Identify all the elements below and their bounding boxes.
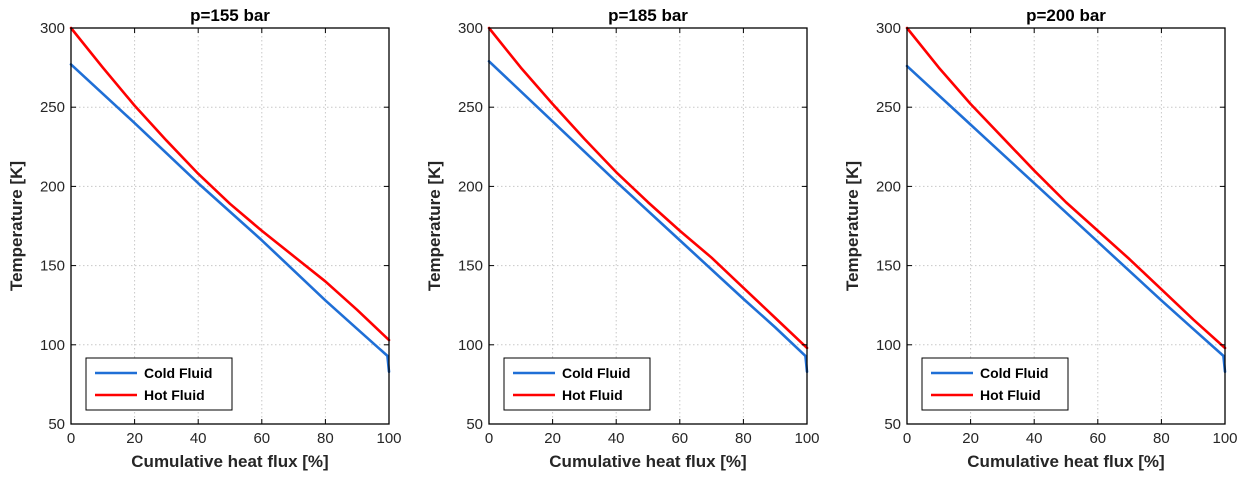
y-tick-label: 250 — [876, 99, 901, 116]
legend-entry-label: Cold Fluid — [144, 365, 212, 381]
x-tick-label: 80 — [735, 430, 752, 447]
chart-title: p=185 bar — [608, 6, 688, 25]
x-axis-label: Cumulative heat flux [%] — [549, 452, 746, 471]
chart-panel-2: 0 20 40 60 80 100 50 100 150 200 250 300 p=185 bar Cu… — [425, 6, 820, 471]
legend-entry-label: Cold Fluid — [980, 365, 1048, 381]
y-tick-label: 50 — [884, 416, 901, 433]
x-tick-label: 0 — [903, 430, 911, 447]
y-axis-label: Temperature [K] — [7, 161, 26, 291]
series-line-hot-fluid — [905, 26, 1227, 350]
x-tick-label: 80 — [1153, 430, 1170, 447]
legend-box — [921, 357, 1069, 411]
legend-entry-label: Cold Fluid — [562, 365, 630, 381]
chart-panel-1: 0 20 40 60 80 100 50 100 150 200 250 300 p=155 bar Cu… — [7, 6, 402, 471]
y-tick-label: 300 — [458, 20, 483, 37]
x-tick-label: 60 — [671, 430, 688, 447]
series-line-cold-fluid — [69, 63, 391, 374]
x-axis-label: Cumulative heat flux [%] — [967, 452, 1164, 471]
y-tick-label: 100 — [458, 337, 483, 354]
y-tick-label: 200 — [40, 178, 65, 195]
y-tick-label: 200 — [458, 178, 483, 195]
legend-box — [503, 357, 651, 411]
x-axis-label: Cumulative heat flux [%] — [131, 452, 328, 471]
axes-box — [70, 27, 390, 425]
y-tick-label: 150 — [876, 258, 901, 275]
legend: Cold Fluid Hot Fluid — [503, 357, 651, 411]
series-line-cold-fluid — [487, 59, 809, 374]
y-axis-label: Temperature [K] — [425, 161, 444, 291]
axes-box — [488, 27, 808, 425]
y-tick-label: 100 — [876, 337, 901, 354]
chart-panel-3: 0 20 40 60 80 100 50 100 150 200 250 300 p=200 bar Cu… — [843, 6, 1238, 471]
y-axis-label: Temperature [K] — [843, 161, 862, 291]
x-tick-label: 100 — [376, 430, 401, 447]
axes-box — [906, 27, 1226, 425]
x-tick-label: 20 — [126, 430, 143, 447]
legend-entry-label: Hot Fluid — [144, 387, 205, 403]
y-tick-label: 300 — [876, 20, 901, 37]
x-tick-label: 100 — [1212, 430, 1237, 447]
x-tick-label: 20 — [962, 430, 979, 447]
y-tick-label: 250 — [458, 99, 483, 116]
x-tick-label: 60 — [1089, 430, 1106, 447]
y-tick-label: 50 — [466, 416, 483, 433]
chart-title: p=200 bar — [1026, 6, 1106, 25]
x-tick-label: 0 — [67, 430, 75, 447]
series-line-hot-fluid — [487, 26, 809, 350]
x-tick-label: 60 — [253, 430, 270, 447]
x-tick-label: 0 — [485, 430, 493, 447]
x-tick-label: 20 — [544, 430, 561, 447]
chart-title: p=155 bar — [190, 6, 270, 25]
y-tick-label: 100 — [40, 337, 65, 354]
x-tick-label: 40 — [608, 430, 625, 447]
y-tick-label: 200 — [876, 178, 901, 195]
series-line-cold-fluid — [905, 64, 1227, 374]
legend-entry-label: Hot Fluid — [980, 387, 1041, 403]
y-tick-label: 150 — [458, 258, 483, 275]
x-tick-label: 100 — [794, 430, 819, 447]
x-tick-label: 80 — [317, 430, 334, 447]
x-tick-label: 40 — [190, 430, 207, 447]
y-tick-label: 250 — [40, 99, 65, 116]
legend: Cold Fluid Hot Fluid — [921, 357, 1069, 411]
legend-entry-label: Hot Fluid — [562, 387, 623, 403]
y-tick-label: 150 — [40, 258, 65, 275]
series-line-hot-fluid — [69, 26, 391, 342]
legend-box — [85, 357, 233, 411]
y-tick-label: 300 — [40, 20, 65, 37]
y-tick-label: 50 — [48, 416, 65, 433]
legend: Cold Fluid Hot Fluid — [85, 357, 233, 411]
x-tick-label: 40 — [1026, 430, 1043, 447]
